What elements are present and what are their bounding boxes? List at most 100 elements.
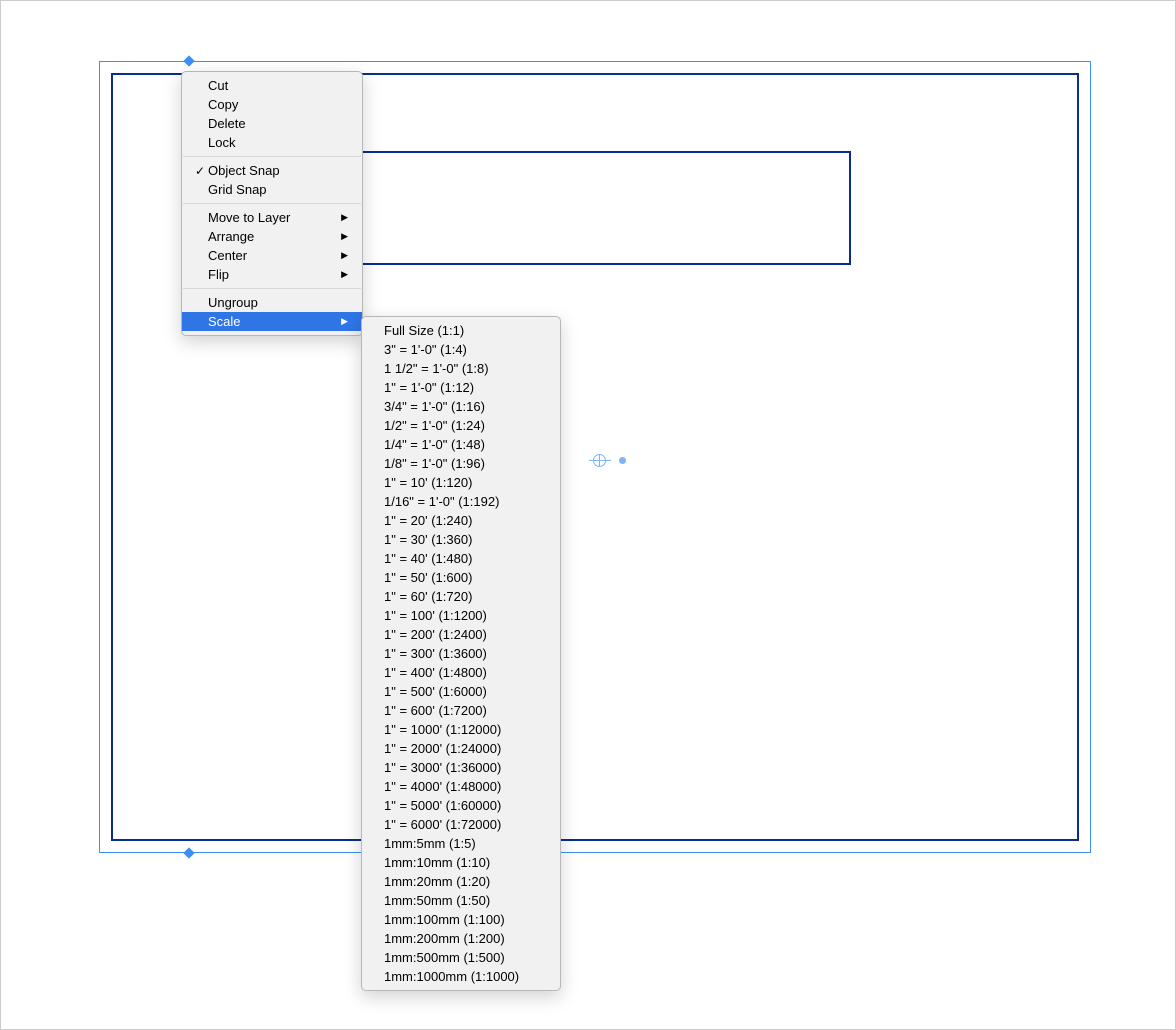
scale-option-label: 1" = 60' (1:720) bbox=[384, 589, 546, 604]
scale-option-label: 1mm:200mm (1:200) bbox=[384, 931, 546, 946]
menu-item-object-snap[interactable]: ✓Object Snap bbox=[182, 161, 362, 180]
scale-option-1mm-20mm-1-20[interactable]: 1mm:20mm (1:20) bbox=[362, 872, 560, 891]
scale-option-label: 1mm:1000mm (1:1000) bbox=[384, 969, 546, 984]
scale-option-1-5000-1-60000[interactable]: 1" = 5000' (1:60000) bbox=[362, 796, 560, 815]
scale-option-1mm-50mm-1-50[interactable]: 1mm:50mm (1:50) bbox=[362, 891, 560, 910]
menu-item-lock[interactable]: Lock bbox=[182, 133, 362, 152]
scale-option-label: 1" = 10' (1:120) bbox=[384, 475, 546, 490]
scale-option-label: 1mm:20mm (1:20) bbox=[384, 874, 546, 889]
chevron-right-icon: ▶ bbox=[338, 212, 348, 223]
scale-option-label: 1" = 30' (1:360) bbox=[384, 532, 546, 547]
scale-option-1-10-1-120[interactable]: 1" = 10' (1:120) bbox=[362, 473, 560, 492]
scale-option-label: 1mm:10mm (1:10) bbox=[384, 855, 546, 870]
scale-option-label: 1" = 600' (1:7200) bbox=[384, 703, 546, 718]
scale-submenu[interactable]: Full Size (1:1) 3" = 1'-0" (1:4) 1 1/2" = … bbox=[361, 316, 561, 991]
scale-option-1-1-0-1-12[interactable]: 1" = 1'-0" (1:12) bbox=[362, 378, 560, 397]
menu-item-ungroup[interactable]: Ungroup bbox=[182, 293, 362, 312]
menu-item-label: Center bbox=[208, 248, 338, 263]
scale-option-1-100-1-1200[interactable]: 1" = 100' (1:1200) bbox=[362, 606, 560, 625]
scale-option-1mm-500mm-1-500[interactable]: 1mm:500mm (1:500) bbox=[362, 948, 560, 967]
scale-option-1-1-2-1-0-1-8[interactable]: 1 1/2" = 1'-0" (1:8) bbox=[362, 359, 560, 378]
chevron-right-icon: ▶ bbox=[338, 250, 348, 261]
scale-option-label: 3" = 1'-0" (1:4) bbox=[384, 342, 546, 357]
scale-option-label: 1" = 100' (1:1200) bbox=[384, 608, 546, 623]
scale-option-1-4-1-0-1-48[interactable]: 1/4" = 1'-0" (1:48) bbox=[362, 435, 560, 454]
canvas[interactable]: CutCopyDeleteLock✓Object SnapGrid SnapMo… bbox=[1, 1, 1175, 1029]
scale-option-label: 1/8" = 1'-0" (1:96) bbox=[384, 456, 546, 471]
menu-separator bbox=[183, 203, 361, 204]
scale-option-full-size-1-1[interactable]: Full Size (1:1) bbox=[362, 321, 560, 340]
menu-item-label: Arrange bbox=[208, 229, 338, 244]
scale-option-1-20-1-240[interactable]: 1" = 20' (1:240) bbox=[362, 511, 560, 530]
scale-option-3-1-0-1-4[interactable]: 3" = 1'-0" (1:4) bbox=[362, 340, 560, 359]
scale-option-1-1000-1-12000[interactable]: 1" = 1000' (1:12000) bbox=[362, 720, 560, 739]
scale-option-label: 1" = 1'-0" (1:12) bbox=[384, 380, 546, 395]
menu-item-scale[interactable]: Scale▶ bbox=[182, 312, 362, 331]
scale-option-1-16-1-0-1-192[interactable]: 1/16" = 1'-0" (1:192) bbox=[362, 492, 560, 511]
menu-item-label: Cut bbox=[208, 78, 348, 93]
scale-option-1mm-200mm-1-200[interactable]: 1mm:200mm (1:200) bbox=[362, 929, 560, 948]
scale-option-1mm-10mm-1-10[interactable]: 1mm:10mm (1:10) bbox=[362, 853, 560, 872]
scale-option-label: 1mm:100mm (1:100) bbox=[384, 912, 546, 927]
scale-option-1-4000-1-48000[interactable]: 1" = 4000' (1:48000) bbox=[362, 777, 560, 796]
menu-item-flip[interactable]: Flip▶ bbox=[182, 265, 362, 284]
menu-item-arrange[interactable]: Arrange▶ bbox=[182, 227, 362, 246]
menu-item-cut[interactable]: Cut bbox=[182, 76, 362, 95]
scale-option-1-50-1-600[interactable]: 1" = 50' (1:600) bbox=[362, 568, 560, 587]
scale-option-1-3000-1-36000[interactable]: 1" = 3000' (1:36000) bbox=[362, 758, 560, 777]
context-menu[interactable]: CutCopyDeleteLock✓Object SnapGrid SnapMo… bbox=[181, 71, 363, 336]
menu-item-label: Ungroup bbox=[208, 295, 348, 310]
scale-option-1-40-1-480[interactable]: 1" = 40' (1:480) bbox=[362, 549, 560, 568]
scale-option-1-200-1-2400[interactable]: 1" = 200' (1:2400) bbox=[362, 625, 560, 644]
scale-option-label: 1/16" = 1'-0" (1:192) bbox=[384, 494, 546, 509]
menu-item-label: Flip bbox=[208, 267, 338, 282]
scale-option-3-4-1-0-1-16[interactable]: 3/4" = 1'-0" (1:16) bbox=[362, 397, 560, 416]
scale-option-label: 1/2" = 1'-0" (1:24) bbox=[384, 418, 546, 433]
menu-item-copy[interactable]: Copy bbox=[182, 95, 362, 114]
chevron-right-icon: ▶ bbox=[338, 231, 348, 242]
scale-option-label: Full Size (1:1) bbox=[384, 323, 546, 338]
menu-item-label: Copy bbox=[208, 97, 348, 112]
scale-option-1-500-1-6000[interactable]: 1" = 500' (1:6000) bbox=[362, 682, 560, 701]
scale-option-label: 1" = 50' (1:600) bbox=[384, 570, 546, 585]
check-icon: ✓ bbox=[192, 164, 208, 178]
scale-option-1-2-1-0-1-24[interactable]: 1/2" = 1'-0" (1:24) bbox=[362, 416, 560, 435]
app-window: CutCopyDeleteLock✓Object SnapGrid SnapMo… bbox=[0, 0, 1176, 1030]
scale-option-1-300-1-3600[interactable]: 1" = 300' (1:3600) bbox=[362, 644, 560, 663]
menu-item-center[interactable]: Center▶ bbox=[182, 246, 362, 265]
menu-item-label: Move to Layer bbox=[208, 210, 338, 225]
menu-item-label: Lock bbox=[208, 135, 348, 150]
menu-separator bbox=[183, 156, 361, 157]
menu-item-label: Object Snap bbox=[208, 163, 348, 178]
scale-option-label: 1" = 2000' (1:24000) bbox=[384, 741, 546, 756]
scale-option-1-2000-1-24000[interactable]: 1" = 2000' (1:24000) bbox=[362, 739, 560, 758]
menu-item-label: Scale bbox=[208, 314, 338, 329]
menu-item-label: Grid Snap bbox=[208, 182, 348, 197]
scale-option-1mm-1000mm-1-1000[interactable]: 1mm:1000mm (1:1000) bbox=[362, 967, 560, 986]
scale-option-label: 1" = 5000' (1:60000) bbox=[384, 798, 546, 813]
scale-option-1-30-1-360[interactable]: 1" = 30' (1:360) bbox=[362, 530, 560, 549]
menu-item-label: Delete bbox=[208, 116, 348, 131]
scale-option-label: 1 1/2" = 1'-0" (1:8) bbox=[384, 361, 546, 376]
chevron-right-icon: ▶ bbox=[338, 269, 348, 280]
scale-option-1-400-1-4800[interactable]: 1" = 400' (1:4800) bbox=[362, 663, 560, 682]
chevron-right-icon: ▶ bbox=[338, 316, 348, 327]
scale-option-label: 1mm:5mm (1:5) bbox=[384, 836, 546, 851]
scale-option-1-60-1-720[interactable]: 1" = 60' (1:720) bbox=[362, 587, 560, 606]
menu-item-grid-snap[interactable]: Grid Snap bbox=[182, 180, 362, 199]
menu-separator bbox=[183, 288, 361, 289]
scale-option-1mm-100mm-1-100[interactable]: 1mm:100mm (1:100) bbox=[362, 910, 560, 929]
scale-option-1-8-1-0-1-96[interactable]: 1/8" = 1'-0" (1:96) bbox=[362, 454, 560, 473]
scale-option-label: 1" = 1000' (1:12000) bbox=[384, 722, 546, 737]
scale-option-1-6000-1-72000[interactable]: 1" = 6000' (1:72000) bbox=[362, 815, 560, 834]
scale-option-label: 1mm:500mm (1:500) bbox=[384, 950, 546, 965]
menu-item-delete[interactable]: Delete bbox=[182, 114, 362, 133]
scale-option-label: 1/4" = 1'-0" (1:48) bbox=[384, 437, 546, 452]
scale-option-label: 1" = 4000' (1:48000) bbox=[384, 779, 546, 794]
scale-option-1mm-5mm-1-5[interactable]: 1mm:5mm (1:5) bbox=[362, 834, 560, 853]
scale-option-label: 1" = 400' (1:4800) bbox=[384, 665, 546, 680]
menu-item-move-to-layer[interactable]: Move to Layer▶ bbox=[182, 208, 362, 227]
scale-option-label: 1" = 300' (1:3600) bbox=[384, 646, 546, 661]
scale-option-label: 1" = 200' (1:2400) bbox=[384, 627, 546, 642]
scale-option-1-600-1-7200[interactable]: 1" = 600' (1:7200) bbox=[362, 701, 560, 720]
